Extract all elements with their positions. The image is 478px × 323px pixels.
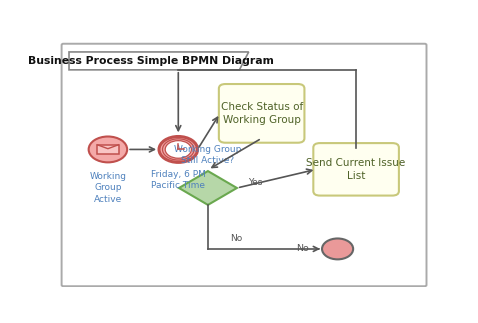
Polygon shape bbox=[179, 171, 237, 205]
Text: Yes: Yes bbox=[248, 178, 262, 187]
FancyBboxPatch shape bbox=[313, 143, 399, 195]
Text: No: No bbox=[230, 234, 242, 244]
Text: Working Group
Still Active?: Working Group Still Active? bbox=[174, 145, 241, 165]
Text: Business Process Simple BPMN Diagram: Business Process Simple BPMN Diagram bbox=[28, 56, 274, 66]
Text: No: No bbox=[296, 245, 309, 254]
FancyBboxPatch shape bbox=[219, 84, 304, 143]
Circle shape bbox=[88, 137, 127, 162]
Circle shape bbox=[165, 141, 191, 158]
Circle shape bbox=[163, 139, 194, 160]
FancyBboxPatch shape bbox=[98, 145, 119, 154]
Text: Send Current Issue
List: Send Current Issue List bbox=[306, 158, 406, 181]
Polygon shape bbox=[69, 52, 249, 70]
Text: Friday, 6 PM
Pacific Time: Friday, 6 PM Pacific Time bbox=[151, 170, 206, 190]
Circle shape bbox=[322, 238, 353, 259]
Text: Working
Group
Active: Working Group Active bbox=[89, 172, 126, 203]
Circle shape bbox=[159, 137, 197, 162]
Text: Check Status of
Working Group: Check Status of Working Group bbox=[220, 102, 303, 125]
FancyBboxPatch shape bbox=[62, 44, 426, 286]
